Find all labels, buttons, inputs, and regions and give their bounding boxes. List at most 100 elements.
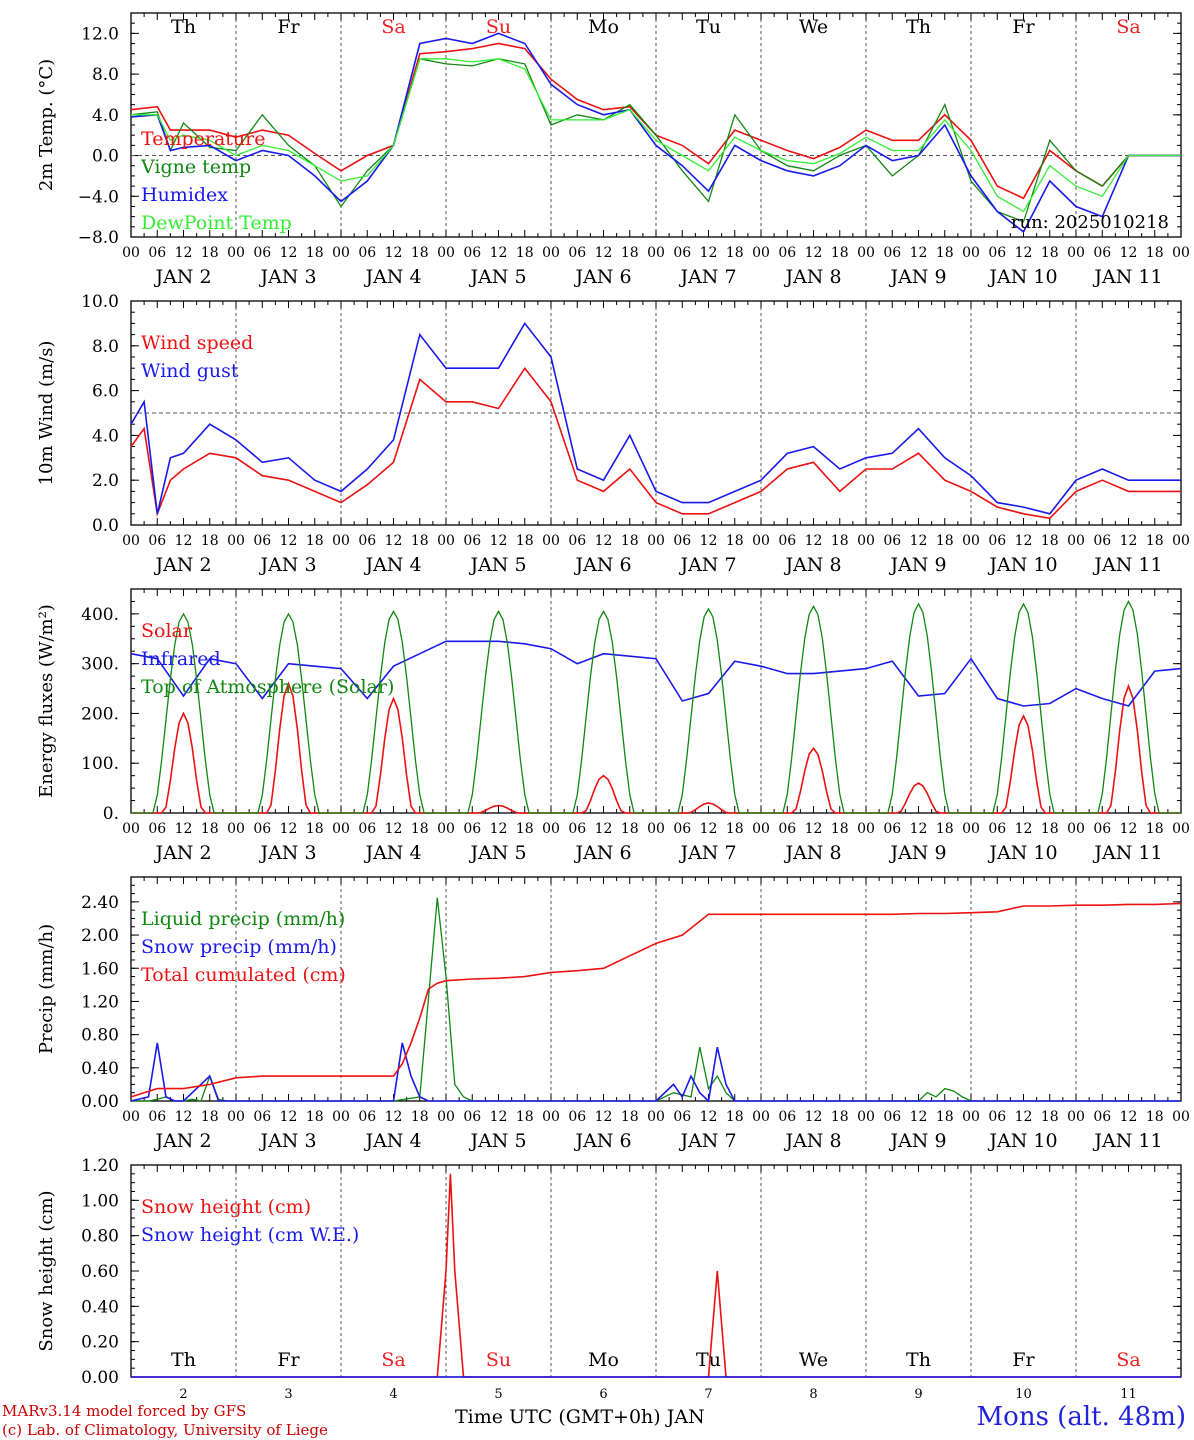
hour-tick-label: 06 (883, 821, 901, 837)
panel-2: 10.0 8.0 6.0 4.0 2.0 0.0 10m Wind (m/s) Wind sp… (36, 292, 1190, 576)
hour-tick-label: 06 (883, 533, 901, 549)
weekday-label: Sa (1116, 16, 1140, 38)
hour-tick-label: 12 (490, 1109, 508, 1125)
legend-entry: Solar (141, 620, 193, 642)
date-label: JAN 2 (153, 842, 211, 864)
hour-tick-label: 12 (490, 533, 508, 549)
y-tick-label: 4.0 (92, 106, 119, 126)
date-label: JAN 11 (1092, 554, 1162, 576)
y-tick-label: −8.0 (78, 228, 119, 248)
series-line-3-3 (131, 599, 1181, 814)
date-label: JAN 2 (153, 1130, 211, 1152)
hour-tick-label: 18 (831, 533, 849, 549)
hour-tick-label: 18 (936, 533, 954, 549)
hour-tick-label: 06 (568, 533, 586, 549)
hour-tick-label: 00 (332, 821, 350, 837)
weekday-label: Tu (696, 1349, 721, 1371)
date-label: JAN 4 (363, 1130, 421, 1152)
date-label: JAN 11 (1092, 842, 1162, 864)
hour-tick-label: 12 (595, 245, 613, 261)
hour-tick-label: 00 (647, 1109, 665, 1125)
date-label: JAN 7 (678, 1130, 736, 1152)
panel-3: 400. 300. 200. 100. 0. Energy fluxes (W/m²) So… (36, 588, 1190, 864)
weekday-label: Mo (588, 16, 619, 38)
weekday-label: Fr (1012, 1349, 1035, 1371)
hour-tick-label: 00 (752, 1109, 770, 1125)
hour-tick-label: 12 (280, 1109, 298, 1125)
hour-tick-label: 00 (752, 821, 770, 837)
y-tick-label: 0. (103, 804, 119, 824)
legend-entry: Snow height (cm) (141, 1196, 311, 1218)
weekday-label: Fr (277, 16, 300, 38)
hour-tick-label: 12 (700, 1109, 718, 1125)
hour-tick-label: 00 (122, 245, 140, 261)
series-line-1-1 (130, 42, 1181, 200)
hour-tick-label: 06 (883, 1109, 901, 1125)
hour-tick-label: 06 (1093, 1109, 1111, 1125)
series-line-2-2 (130, 321, 1181, 515)
legend-entry: Humidex (141, 184, 228, 206)
date-label: JAN 8 (783, 842, 841, 864)
hour-tick-label: 00 (857, 533, 875, 549)
hour-tick-label: 12 (910, 245, 928, 261)
date-label: 11 (1120, 1387, 1137, 1402)
hour-tick-label: 18 (306, 245, 324, 261)
hour-tick-label: 18 (1041, 1109, 1059, 1125)
y-tick-label: 0.0 (92, 516, 119, 536)
legend-entry: Vigne temp (140, 156, 251, 178)
hour-tick-label: 06 (568, 245, 586, 261)
hour-tick-label: 12 (385, 821, 403, 837)
y-tick-label: 0.60 (81, 1262, 119, 1282)
hour-tick-label: 12 (1120, 245, 1138, 261)
hour-tick-label: 12 (805, 245, 823, 261)
lab-credit: (c) Lab. of Climatology, University of L… (2, 1421, 328, 1439)
legend-entry: Snow height (cm W.E.) (141, 1224, 359, 1246)
date-label: JAN 6 (573, 842, 631, 864)
y-tick-label: 6.0 (92, 382, 119, 402)
y-tick-label: 0.80 (81, 1227, 119, 1247)
hour-tick-label: 06 (673, 245, 691, 261)
hour-tick-label: 06 (988, 1109, 1006, 1125)
date-label: JAN 11 (1092, 266, 1162, 288)
series-line-4-3 (130, 902, 1182, 1098)
y-tick-label: 1.60 (81, 959, 119, 979)
weekday-label: Fr (277, 1349, 300, 1371)
hour-tick-label: 12 (280, 533, 298, 549)
series-line-3-2 (130, 640, 1182, 707)
weekday-label: Th (171, 1349, 196, 1371)
hour-tick-label: 18 (411, 245, 429, 261)
hour-tick-label: 12 (1120, 1109, 1138, 1125)
hour-tick-label: 18 (1041, 533, 1059, 549)
hour-tick-label: 00 (962, 245, 980, 261)
date-label: JAN 5 (468, 554, 526, 576)
date-label: JAN 2 (153, 554, 211, 576)
hour-tick-label: 12 (700, 821, 718, 837)
hour-tick-label: 00 (962, 533, 980, 549)
y-tick-label: 2.40 (81, 893, 119, 913)
hour-tick-label: 12 (595, 1109, 613, 1125)
hour-tick-label: 00 (1067, 245, 1085, 261)
hour-tick-label: 12 (175, 533, 193, 549)
plot-frame (130, 588, 1182, 814)
hour-tick-label: 00 (962, 1109, 980, 1125)
weekday-label: Su (486, 1349, 511, 1371)
hour-tick-label: 18 (726, 245, 744, 261)
hour-tick-label: 18 (936, 245, 954, 261)
weekday-label: Th (906, 16, 931, 38)
hour-tick-label: 06 (988, 533, 1006, 549)
y-axis-title: Precip (mm/h) (36, 924, 57, 1054)
station-label: Mons (alt. 48m) (976, 1402, 1186, 1432)
hour-tick-label: 12 (175, 1109, 193, 1125)
panel-1: 12.0 8.0 4.0 0.0 −4.0 −8.0 2m Temp. (°C) Temper… (36, 12, 1190, 288)
date-label: JAN 2 (153, 266, 211, 288)
hour-tick-label: 06 (988, 245, 1006, 261)
hour-tick-label: 18 (201, 1109, 219, 1125)
date-label: JAN 4 (363, 266, 421, 288)
date-label: JAN 9 (888, 1130, 946, 1152)
hour-tick-label: 12 (805, 533, 823, 549)
hour-tick-label: 06 (1093, 821, 1111, 837)
y-tick-label: 2.00 (81, 926, 119, 946)
hour-tick-label: 06 (358, 533, 376, 549)
hour-tick-label: 06 (253, 245, 271, 261)
x-axis-title: Time UTC (GMT+0h) JAN (455, 1406, 705, 1428)
